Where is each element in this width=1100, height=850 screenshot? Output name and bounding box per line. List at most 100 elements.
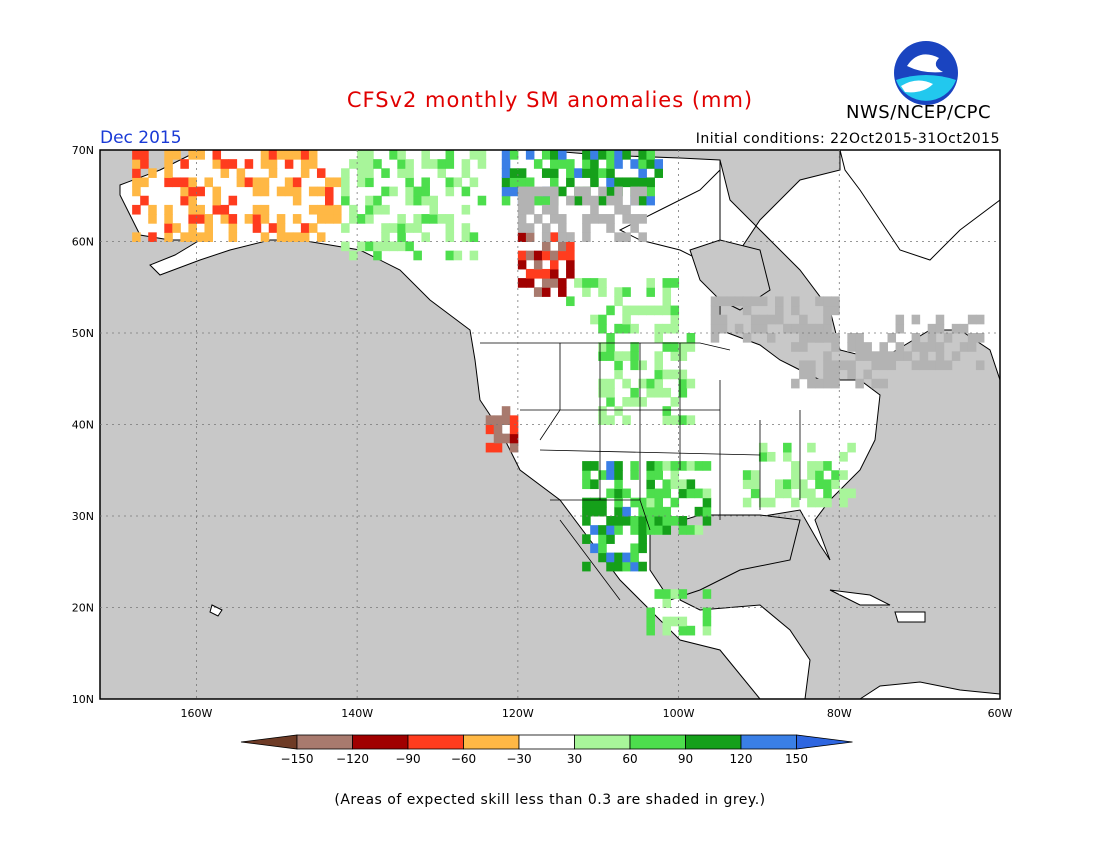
texas-wet-cell <box>654 497 663 508</box>
northern-plains-wet-cell <box>670 369 680 380</box>
low-skill-cell <box>807 369 816 380</box>
texas-wet-cell <box>702 497 712 508</box>
southeast-wet-cell <box>823 488 832 499</box>
yukon-mixed-cell <box>397 168 406 178</box>
arctic-wet-cell <box>654 168 663 178</box>
low-skill-cell <box>927 333 937 343</box>
canada-prairies-wet-cell <box>646 278 655 288</box>
southern-mexico-wet-cell <box>678 625 688 636</box>
low-skill-cell <box>855 378 864 389</box>
low-skill-cell <box>943 333 953 343</box>
alaska-mixed-cell <box>236 177 246 188</box>
yukon-mixed-cell <box>405 223 414 233</box>
arctic-wet-cell <box>509 150 519 160</box>
alaska-mixed-cell <box>252 186 262 197</box>
northern-plains-wet-cell <box>678 351 688 361</box>
yukon-mixed-cell <box>349 159 358 169</box>
low-skill-cell <box>807 378 816 389</box>
yukon-mixed-cell <box>469 232 479 242</box>
arctic-wet-cell <box>646 159 655 169</box>
skill-footnote: (Areas of expected skill less than 0.3 a… <box>334 792 766 808</box>
alaska-mixed-cell <box>316 232 326 242</box>
alaska-mixed-cell <box>228 195 238 206</box>
low-skill-cell <box>734 323 744 334</box>
alaska-mixed-cell <box>188 223 197 233</box>
western-mexico-wet-cell <box>606 516 615 526</box>
canada-prairies-wet-cell <box>646 287 655 297</box>
yukon-mixed-cell <box>373 195 382 206</box>
low-skill-cell <box>895 342 905 352</box>
hispaniola-land <box>894 611 926 623</box>
low-skill-cell <box>823 323 832 334</box>
western-mexico-wet-cell <box>606 561 615 572</box>
arctic-wet-cell <box>525 150 535 160</box>
alaska-mixed-cell <box>300 168 310 178</box>
axis-ticks: 70N 60N 50N 40N 30N 20N 10N 160W 140W 120W 100W 80W… <box>72 144 1013 720</box>
western-mexico-wet-cell <box>638 525 647 535</box>
southeast-wet-cell <box>758 442 768 453</box>
alaska-mixed-cell <box>148 204 157 215</box>
arctic-wet-cell <box>558 150 567 160</box>
alberta-dry-cell <box>550 232 559 242</box>
low-skill-cell <box>967 342 977 352</box>
yukon-mixed-cell <box>413 214 422 224</box>
alaska-mixed-cell <box>252 177 262 188</box>
low-skill-cell <box>847 333 856 343</box>
alaska-mixed-cell <box>325 177 334 188</box>
alaska-mixed-cell <box>220 204 230 215</box>
southeast-wet-cell <box>758 451 768 462</box>
alaska-mixed-cell <box>292 214 302 224</box>
low-skill-cell <box>823 305 832 316</box>
western-mexico-wet-cell <box>622 561 631 572</box>
alberta-dry-cell <box>541 287 551 297</box>
low-skill-cell <box>590 204 599 215</box>
low-skill-cell <box>710 323 720 334</box>
yukon-mixed-cell <box>381 204 390 215</box>
low-skill-cell <box>742 333 752 343</box>
arctic-wet-cell <box>582 159 591 169</box>
colorbar-swatch <box>629 734 686 750</box>
alberta-dry-cell <box>541 250 551 261</box>
canada-prairies-wet-cell <box>662 287 672 297</box>
alaska-mixed-cell <box>196 150 205 160</box>
colorbar-swatch <box>518 734 575 750</box>
yukon-mixed-cell <box>429 214 438 224</box>
colorbar-label: 150 <box>785 752 808 766</box>
northern-plains-wet-cell <box>598 415 607 425</box>
alaska-mixed-cell <box>260 159 270 169</box>
yukon-mixed-cell <box>437 159 447 169</box>
alberta-dry-cell <box>566 268 575 279</box>
low-skill-cell <box>525 223 535 233</box>
alaska-mixed-cell <box>140 159 149 169</box>
alberta-dry-cell <box>550 278 559 288</box>
texas-wet-cell <box>646 497 655 508</box>
alaska-mixed-cell <box>180 177 189 188</box>
canada-prairies-wet-cell <box>622 323 631 334</box>
texas-wet-cell <box>654 516 663 526</box>
california-dry-cell <box>485 415 495 425</box>
southern-mexico-wet-cell <box>702 616 712 627</box>
low-skill-cell <box>622 204 631 215</box>
arctic-wet-cell <box>550 150 559 160</box>
alaska-mixed-cell <box>236 168 246 178</box>
southern-mexico-wet-cell <box>702 607 712 618</box>
canada-prairies-wet-cell <box>598 314 607 325</box>
alaska-mixed-cell <box>333 214 342 224</box>
texas-wet-cell <box>670 497 680 508</box>
lat-tick-label: 60N <box>72 236 94 249</box>
colorbar-label: −60 <box>451 752 476 766</box>
colorbar-label: 90 <box>678 752 693 766</box>
texas-wet-cell <box>694 461 704 471</box>
low-skill-cell <box>638 214 647 224</box>
alaska-mixed-cell <box>180 232 189 242</box>
canada-prairies-wet-cell <box>622 287 631 297</box>
southeast-wet-cell <box>750 488 760 499</box>
alaska-mixed-cell <box>325 195 334 206</box>
california-dry-cell <box>493 424 503 435</box>
low-skill-cell <box>606 214 615 224</box>
alaska-mixed-cell <box>333 204 342 215</box>
low-skill-cell <box>742 305 752 316</box>
yukon-mixed-cell <box>357 159 366 169</box>
california-dry-cell <box>501 406 511 416</box>
